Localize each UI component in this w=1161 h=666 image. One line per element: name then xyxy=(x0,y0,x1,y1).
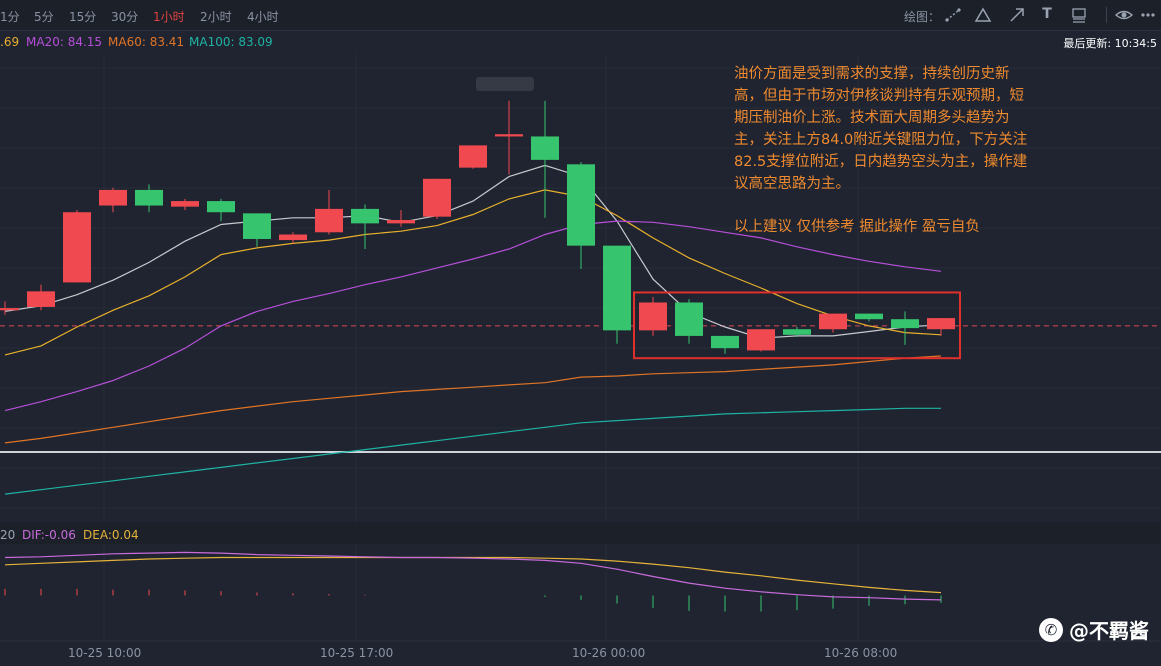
candle-body xyxy=(99,189,127,206)
candle-body xyxy=(279,234,307,241)
candle-body xyxy=(927,318,955,330)
ma-line-ma60 xyxy=(4,355,942,444)
macd-dif-line xyxy=(4,551,942,601)
x-tick-label: 10-25 10:00 xyxy=(68,646,142,660)
macd-prefix: 20 xyxy=(0,528,16,542)
analysis-disclaimer: 以上建议 仅供参考 据此操作 盈亏自负 xyxy=(734,219,980,235)
ma-line-ma20 xyxy=(4,220,942,412)
arrow-tool-icon[interactable] xyxy=(1008,6,1026,28)
text-tool-icon[interactable]: T xyxy=(1042,6,1052,22)
timeframe-1hour[interactable]: 1小时 xyxy=(153,10,185,24)
timeframe-2hour[interactable]: 2小时 xyxy=(200,10,232,24)
draw-label: 绘图： xyxy=(904,10,941,24)
ma100-value: MA100: 83.09 xyxy=(189,35,273,49)
candle-body xyxy=(243,213,271,239)
candle-body xyxy=(387,220,415,224)
eye-icon[interactable] xyxy=(1114,6,1134,28)
more-icon[interactable] xyxy=(1139,6,1157,28)
author-watermark: ✆ @不羁酱 xyxy=(1039,615,1149,644)
watermark-text: @不羁酱 xyxy=(1069,619,1149,643)
candle-body xyxy=(459,145,487,168)
candle-body xyxy=(135,189,163,206)
triangle-tool-icon[interactable] xyxy=(974,6,992,28)
candle-body xyxy=(639,302,667,331)
highlight-box xyxy=(633,291,961,360)
analysis-annotation: 油价方面是受到需求的支撑，持续创历史新高，但由于市场对伊核谈判持有乐观预期，短期… xyxy=(734,66,1028,192)
timeframe-5min[interactable]: 5分 xyxy=(34,10,54,24)
ma-line-ma10 xyxy=(4,189,942,356)
x-tick-label: 10-26 00:00 xyxy=(572,646,646,660)
candle-body xyxy=(0,308,19,311)
timeframe-1min[interactable]: 1分 xyxy=(0,10,20,24)
timeframe-4hour[interactable]: 4小时 xyxy=(247,10,279,24)
candle-body xyxy=(675,302,703,336)
candle-body xyxy=(495,134,523,137)
x-tick-label: 10-25 17:00 xyxy=(320,646,394,660)
timeframe-15min[interactable]: 15分 xyxy=(69,10,97,24)
macd-dif-value: DIF:-0.06 xyxy=(22,528,76,542)
timeframe-toolbar: 1分 5分 15分 30分 1小时 2小时 4小时 绘图： T xyxy=(0,0,1161,31)
ma-legend-bar: .69 MA20: 84.15 MA60: 83.41 MA100: 83.09… xyxy=(0,31,1161,53)
candle-body xyxy=(567,164,595,246)
candle-body xyxy=(531,136,559,160)
candle-body xyxy=(63,212,91,283)
candle-body xyxy=(207,201,235,213)
toolbar-divider xyxy=(1106,7,1107,23)
macd-dea-value: DEA:0.04 xyxy=(83,528,139,542)
candle-body xyxy=(171,201,199,207)
timeframe-30min[interactable]: 30分 xyxy=(111,10,139,24)
weibo-logo-icon: ✆ xyxy=(1039,617,1063,642)
macd-header-bg xyxy=(0,522,1161,544)
candle-body xyxy=(423,178,451,217)
x-tick-label: 10-26 08:00 xyxy=(824,646,898,660)
layers-tool-icon[interactable] xyxy=(1070,6,1088,28)
candle-body xyxy=(819,313,847,330)
ma20-value: MA20: 84.15 xyxy=(26,35,103,49)
candle-body xyxy=(27,291,55,307)
ma5-value: .69 xyxy=(0,35,20,49)
candle-body xyxy=(891,319,919,329)
candle-body xyxy=(855,313,883,320)
candle-body xyxy=(351,208,379,224)
candle-body xyxy=(711,335,739,349)
macd-dea-line xyxy=(4,556,942,594)
ma-line-ma5 xyxy=(4,164,942,339)
candle-body xyxy=(315,208,343,233)
blurred-price-label xyxy=(476,77,534,91)
candle-body xyxy=(783,329,811,335)
last-update-time: 最后更新: 10:34:5 xyxy=(1063,37,1157,50)
ma-line-ma100 xyxy=(4,407,941,495)
candle-body xyxy=(747,329,775,351)
line-tool-icon[interactable] xyxy=(944,6,962,28)
ma60-value: MA60: 83.41 xyxy=(108,35,185,49)
macd-legend-bar: 20 DIF:-0.06 DEA:0.04 xyxy=(0,524,1161,544)
candle-body xyxy=(603,245,631,331)
